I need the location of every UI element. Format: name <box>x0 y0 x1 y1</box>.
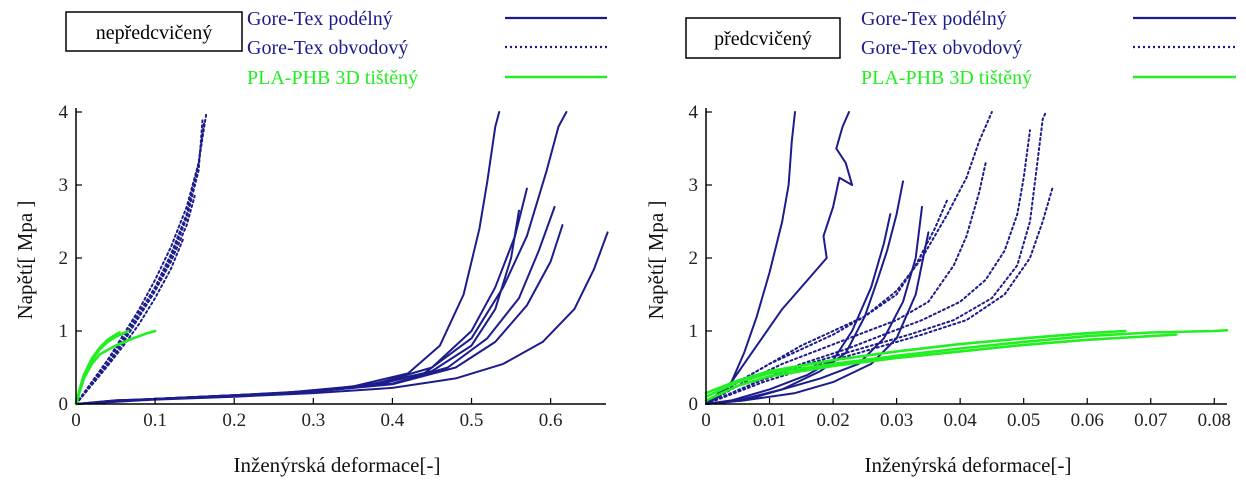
x-tick-label: 0.05 <box>1007 410 1040 431</box>
series-line <box>75 111 568 405</box>
panel-left: nepředcvičený Gore-Tex podélný Gore-Tex … <box>13 8 609 477</box>
panel-right: předcvičený Gore-Tex podélný Gore-Tex ob… <box>644 8 1236 477</box>
series-line <box>705 187 1054 405</box>
y-tick-label: 3 <box>689 175 699 196</box>
legend-label-gore-tex-longitudinal: Gore-Tex podélný <box>247 8 393 30</box>
series-line <box>74 331 121 406</box>
x-tick-label: 0.03 <box>880 410 913 431</box>
series-line <box>705 198 949 405</box>
x-tick-label: 0.01 <box>753 410 786 431</box>
x-tick-label: 0.04 <box>944 410 978 431</box>
plot-area-left <box>74 111 609 406</box>
panel-label-box <box>685 17 841 59</box>
legend-label-gore-tex-circumferential: Gore-Tex obvodový <box>861 37 1022 59</box>
y-tick-label: 2 <box>689 248 699 269</box>
series-line <box>75 224 564 405</box>
x-tick-label: 0.08 <box>1198 410 1231 431</box>
panel-label: nepředcvičený <box>96 22 213 44</box>
series-line <box>75 194 196 405</box>
series-line <box>704 329 1127 395</box>
y-tick-label: 0 <box>689 394 699 415</box>
x-tick-label: 0 <box>71 410 81 431</box>
series-line <box>705 111 854 405</box>
x-tick-label: 0.07 <box>1134 410 1167 431</box>
y-tick-label: 3 <box>59 175 69 196</box>
series-line <box>75 205 556 405</box>
x-axis-label: Inženýrská deformace[-] <box>234 453 441 477</box>
series-line <box>704 333 1178 402</box>
series-line <box>705 129 1031 405</box>
series-line <box>75 238 184 405</box>
plot-area-right <box>704 111 1229 405</box>
series-line <box>75 121 206 405</box>
y-axis-label: Napětí[ Mpa ] <box>13 201 37 320</box>
series-line <box>705 111 993 405</box>
x-tick-label: 0.2 <box>222 410 246 431</box>
y-tick-label: 1 <box>59 321 69 342</box>
axes-left: 0 0.1 0.2 0.3 0.4 0.5 0.6 0 1 2 3 4 <box>59 102 606 431</box>
y-tick-label: 1 <box>689 321 699 342</box>
x-tick-label: 0.3 <box>301 410 325 431</box>
series-line <box>705 231 930 405</box>
legend: Gore-Tex podélný Gore-Tex obvodový PLA-P… <box>247 8 607 89</box>
series-line <box>75 187 528 405</box>
x-tick-label: 0.1 <box>143 410 167 431</box>
y-axis-label: Napětí[ Mpa ] <box>644 201 668 320</box>
y-tick-label: 4 <box>59 102 69 123</box>
x-tick-label: 0.06 <box>1071 410 1104 431</box>
y-tick-label: 2 <box>59 248 69 269</box>
legend: Gore-Tex podélný Gore-Tex obvodový PLA-P… <box>861 8 1236 89</box>
axes-right: 0 0.01 0.02 0.03 0.04 0.05 0.06 0.07 0.08 0 1 2 3 4 <box>689 102 1231 431</box>
legend-label-pla-phb: PLA-PHB 3D tištěný <box>247 67 418 89</box>
series-line <box>704 329 1229 398</box>
y-tick-label: 0 <box>59 394 69 415</box>
x-tick-label: 0.4 <box>381 410 405 431</box>
panel-label: předcvičený <box>714 28 812 50</box>
legend-label-pla-phb: PLA-PHB 3D tištěný <box>861 67 1032 89</box>
panel-label-box <box>65 11 243 52</box>
series-line <box>75 111 501 405</box>
x-tick-label: 0 <box>701 410 711 431</box>
series-line <box>75 118 204 405</box>
x-axis-label: Inženýrská deformace[-] <box>865 453 1072 477</box>
x-tick-label: 0.02 <box>816 410 849 431</box>
series-line <box>75 231 609 405</box>
series-line <box>705 111 796 405</box>
legend-label-gore-tex-circumferential: Gore-Tex obvodový <box>247 37 408 59</box>
legend-label-gore-tex-longitudinal: Gore-Tex podélný <box>861 8 1007 30</box>
y-tick-label: 4 <box>689 102 699 123</box>
x-tick-label: 0.6 <box>539 410 563 431</box>
x-tick-label: 0.5 <box>460 410 484 431</box>
